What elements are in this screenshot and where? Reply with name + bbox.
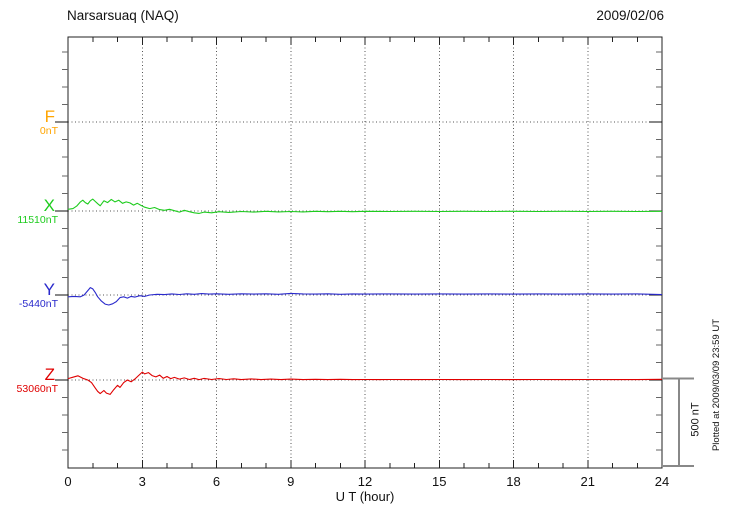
date-label: 2009/02/06	[596, 8, 664, 23]
x-axis-label-21: 21	[580, 474, 595, 489]
component-letter-X: X	[43, 196, 55, 215]
component-baseline-value-X: 11510nT	[17, 214, 58, 226]
x-axis-label-12: 12	[357, 474, 373, 489]
component-baseline-value-Z: 53060nT	[16, 383, 58, 395]
plotted-at-note: Plotted at 2009/03/09 23:59 UT	[711, 318, 722, 452]
x-axis-label-6: 6	[212, 474, 221, 489]
scale-bar-label: 500 nT	[689, 402, 702, 437]
x-axis-title: U T (hour)	[335, 489, 395, 504]
trace-Y	[67, 287, 663, 306]
component-letter-Z: Z	[44, 365, 55, 384]
trace-Z	[67, 371, 663, 395]
x-axis-label-9: 9	[287, 474, 295, 489]
x-axis-label-24: 24	[654, 474, 670, 489]
page-title: Narsarsuaq (NAQ)	[67, 8, 179, 23]
x-axis-label-15: 15	[432, 474, 447, 489]
plot-frame	[67, 36, 663, 469]
x-axis-label-3: 3	[138, 474, 146, 489]
x-axis-label-0: 0	[64, 474, 72, 489]
component-letter-F: F	[44, 107, 55, 126]
trace-X	[67, 198, 663, 214]
x-axis-label-18: 18	[506, 474, 521, 489]
component-baseline-value-Y: -5440nT	[18, 298, 58, 310]
component-letter-Y: Y	[43, 280, 55, 299]
component-baseline-value-F: 0nT	[39, 125, 58, 137]
